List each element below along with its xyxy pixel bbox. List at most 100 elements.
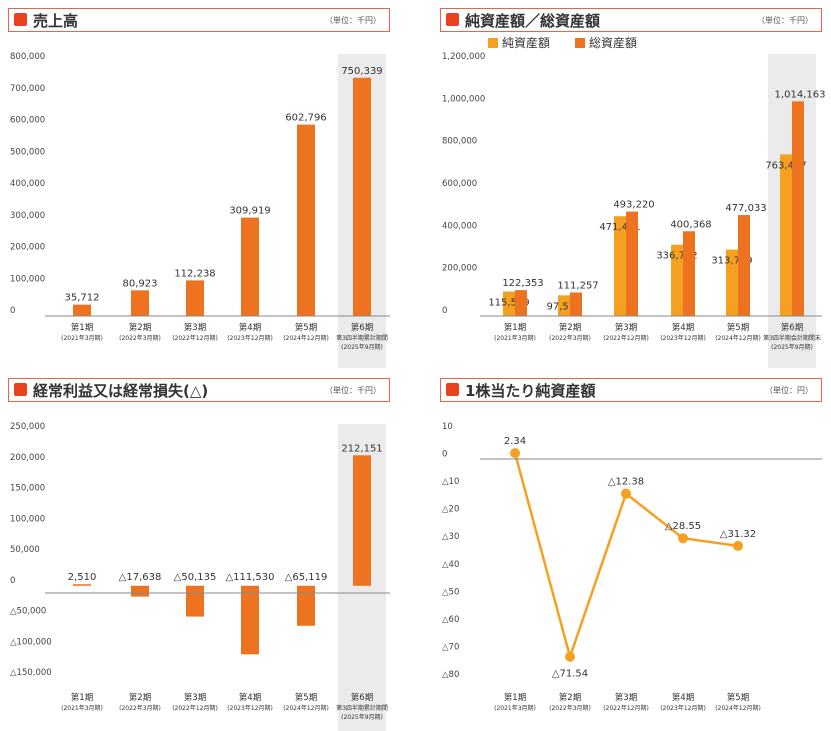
x-tick-label: 第6期 xyxy=(351,692,373,703)
data-label: 471,411 xyxy=(599,222,640,233)
unit-label: （単位：円） xyxy=(765,386,813,395)
y-tick-label: △60 xyxy=(442,615,459,625)
x-tick-sublabel: (2023年12月期) xyxy=(227,704,273,712)
y-tick-label: 600,000 xyxy=(10,116,45,126)
y-tick-label: △50 xyxy=(442,587,459,597)
x-tick-label: 第6期 xyxy=(781,322,803,333)
data-label: △65,119 xyxy=(285,572,328,583)
data-label: △28.55 xyxy=(665,521,701,532)
data-label: △50,135 xyxy=(174,572,217,583)
y-tick-label: △20 xyxy=(442,505,459,515)
header-profit: 経常利益又は経常損失(△) （単位：千円） xyxy=(8,378,390,402)
x-tick-label: 第3期 xyxy=(615,692,637,703)
x-tick-sublabel: 第3四半期会計期間末 xyxy=(763,334,821,342)
x-tick-sublabel: (2024年12月期) xyxy=(715,334,761,342)
data-point xyxy=(565,651,575,662)
data-point xyxy=(621,488,631,499)
x-tick-label: 第4期 xyxy=(239,692,261,703)
data-label: 1,014,163 xyxy=(775,89,826,100)
x-tick-label: 第1期 xyxy=(504,322,526,333)
x-tick-label: 第4期 xyxy=(672,322,694,333)
x-tick-sublabel: (2022年12月期) xyxy=(172,334,218,342)
x-tick-label: 第5期 xyxy=(727,692,749,703)
x-tick-sublabel: (2025年9月期) xyxy=(341,343,383,351)
bar xyxy=(241,217,259,316)
y-tick-label: △70 xyxy=(442,642,459,652)
data-label: 313,739 xyxy=(711,256,752,267)
y-tick-label: △100,000 xyxy=(10,637,52,647)
y-tick-label: △150,000 xyxy=(10,668,52,678)
data-point xyxy=(733,540,743,551)
x-tick-label: 第3期 xyxy=(184,692,206,703)
y-tick-label: △50,000 xyxy=(10,607,46,617)
x-tick-label: 第5期 xyxy=(295,692,317,703)
bar-total-assets xyxy=(683,231,695,316)
chart-title: 経常利益又は経常損失(△) xyxy=(33,382,209,400)
y-tick-label: △10 xyxy=(442,477,459,487)
y-tick-label: 400,000 xyxy=(10,179,45,189)
y-tick-label: △30 xyxy=(442,532,459,542)
y-tick-label: △80 xyxy=(442,670,459,680)
y-tick-label: 200,000 xyxy=(10,453,45,463)
x-tick-label: 第1期 xyxy=(71,692,93,703)
x-tick-label: 第3期 xyxy=(184,322,206,333)
y-tick-label: 10 xyxy=(442,422,453,432)
bar-total-assets xyxy=(792,101,804,316)
x-tick-sublabel: (2022年12月期) xyxy=(172,704,218,712)
square-icon xyxy=(14,13,27,26)
y-tick-label: 1,000,000 xyxy=(442,94,485,104)
unit-label: （単位：千円） xyxy=(325,16,381,25)
data-label: 112,238 xyxy=(174,268,215,279)
header-assets: 純資産額／総資産額 （単位：千円） xyxy=(440,8,822,32)
data-label: △111,530 xyxy=(225,572,274,583)
square-icon xyxy=(446,13,459,26)
x-tick-sublabel: (2023年12月期) xyxy=(660,704,706,712)
y-tick-label: 200,000 xyxy=(442,264,477,274)
data-label: 2.34 xyxy=(504,436,526,447)
legend-swatch-total xyxy=(575,38,585,48)
x-tick-label: 第1期 xyxy=(71,322,93,333)
header-bps: 1株当たり純資産額 （単位：円） xyxy=(440,378,822,402)
x-tick-sublabel: 第3四半期累計期間 xyxy=(336,334,388,342)
x-tick-sublabel: (2023年12月期) xyxy=(660,334,706,342)
bar xyxy=(186,585,204,617)
bar-total-assets xyxy=(515,290,527,316)
x-tick-sublabel: (2022年3月期) xyxy=(119,334,161,342)
unit-label: （単位：千円） xyxy=(325,386,381,395)
bar xyxy=(186,280,204,316)
y-tick-label: 0 xyxy=(442,450,447,460)
x-tick-sublabel: (2021年3月期) xyxy=(61,704,103,712)
x-tick-label: 第2期 xyxy=(559,322,581,333)
bar-net-assets xyxy=(726,249,738,316)
data-label: 122,353 xyxy=(502,278,543,289)
x-tick-label: 第6期 xyxy=(351,322,373,333)
x-tick-sublabel: (2022年12月期) xyxy=(603,334,649,342)
data-label: 336,782 xyxy=(656,251,697,262)
x-tick-label: 第5期 xyxy=(727,322,749,333)
bar xyxy=(353,455,371,586)
unit-label: （単位：千円） xyxy=(757,16,813,25)
bar xyxy=(73,304,91,316)
x-tick-label: 第2期 xyxy=(129,322,151,333)
y-tick-label: 50,000 xyxy=(10,545,40,555)
y-tick-label: 0 xyxy=(10,306,15,316)
data-label: 400,368 xyxy=(670,219,711,230)
data-label: △31.32 xyxy=(720,529,756,540)
data-label: △71.54 xyxy=(552,669,588,680)
bar-total-assets xyxy=(570,292,582,316)
x-tick-sublabel: (2021年3月期) xyxy=(494,704,536,712)
legend-swatch-net xyxy=(488,38,498,48)
data-label: 35,712 xyxy=(65,293,100,304)
x-tick-sublabel: (2024年12月期) xyxy=(283,334,329,342)
y-tick-label: 100,000 xyxy=(10,514,45,524)
y-tick-label: 400,000 xyxy=(442,221,477,231)
x-tick-label: 第2期 xyxy=(559,692,581,703)
bar xyxy=(131,290,149,316)
bar-net-assets xyxy=(503,291,515,316)
y-tick-label: 250,000 xyxy=(10,422,45,432)
x-tick-sublabel: (2023年12月期) xyxy=(227,334,273,342)
y-tick-label: 600,000 xyxy=(442,179,477,189)
x-tick-sublabel: (2022年3月期) xyxy=(549,704,591,712)
square-icon xyxy=(446,383,459,396)
